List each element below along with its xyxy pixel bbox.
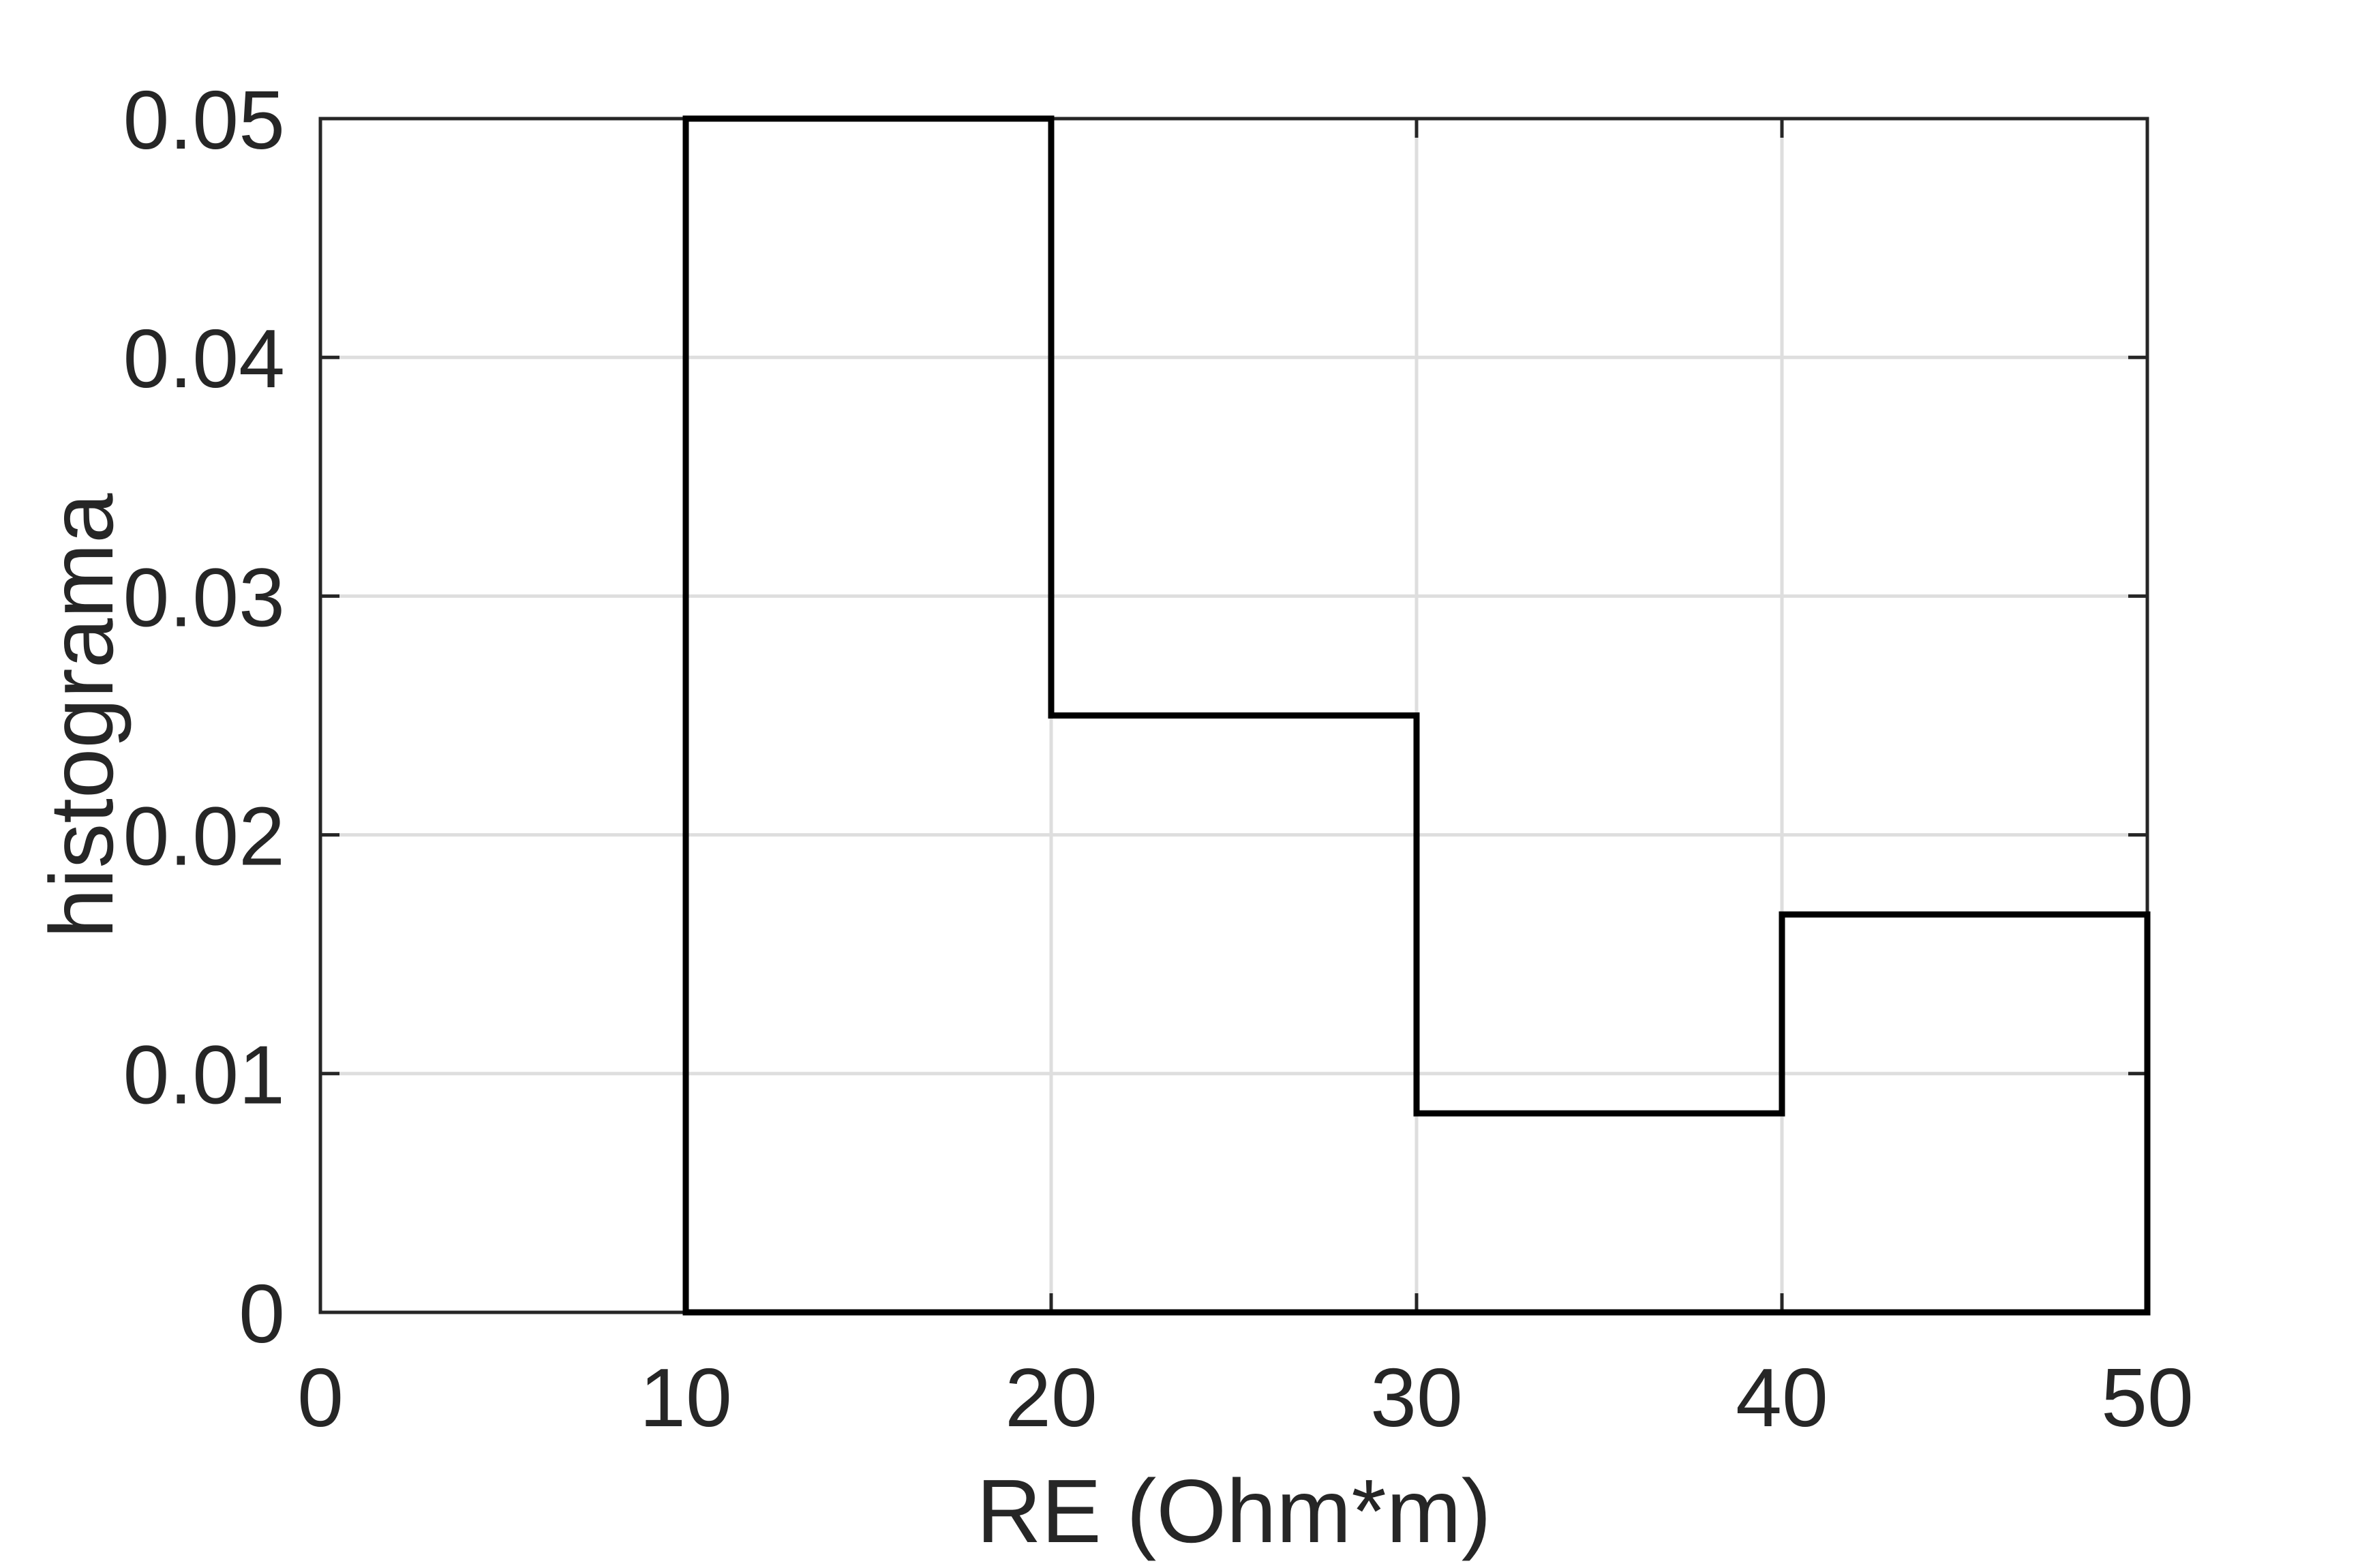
y-tick-label: 0.04 [123, 312, 285, 405]
x-tick-label: 0 [297, 1351, 344, 1444]
x-tick-labels: 0 10 20 30 40 50 [297, 1351, 2194, 1444]
x-tick-label: 30 [1370, 1351, 1463, 1444]
x-tick-label: 10 [639, 1351, 732, 1444]
histogram-outline [682, 115, 2151, 1316]
y-tick-labels: 0 0.01 0.02 0.03 0.04 0.05 [123, 74, 285, 1360]
y-tick-label: 0.05 [123, 74, 285, 166]
x-tick-label: 20 [1005, 1351, 1098, 1444]
y-tick-label: 0.01 [123, 1029, 285, 1121]
x-tick-label: 40 [1736, 1351, 1828, 1444]
y-tick-label: 0.02 [123, 790, 285, 883]
y-tick-label: 0 [239, 1267, 285, 1360]
y-axis-label: histograma [31, 493, 132, 939]
x-tick-label: 50 [2101, 1351, 2194, 1444]
y-tick-label: 0.03 [123, 551, 285, 644]
x-axis-label: RE (Ohm*m) [976, 1461, 1491, 1561]
